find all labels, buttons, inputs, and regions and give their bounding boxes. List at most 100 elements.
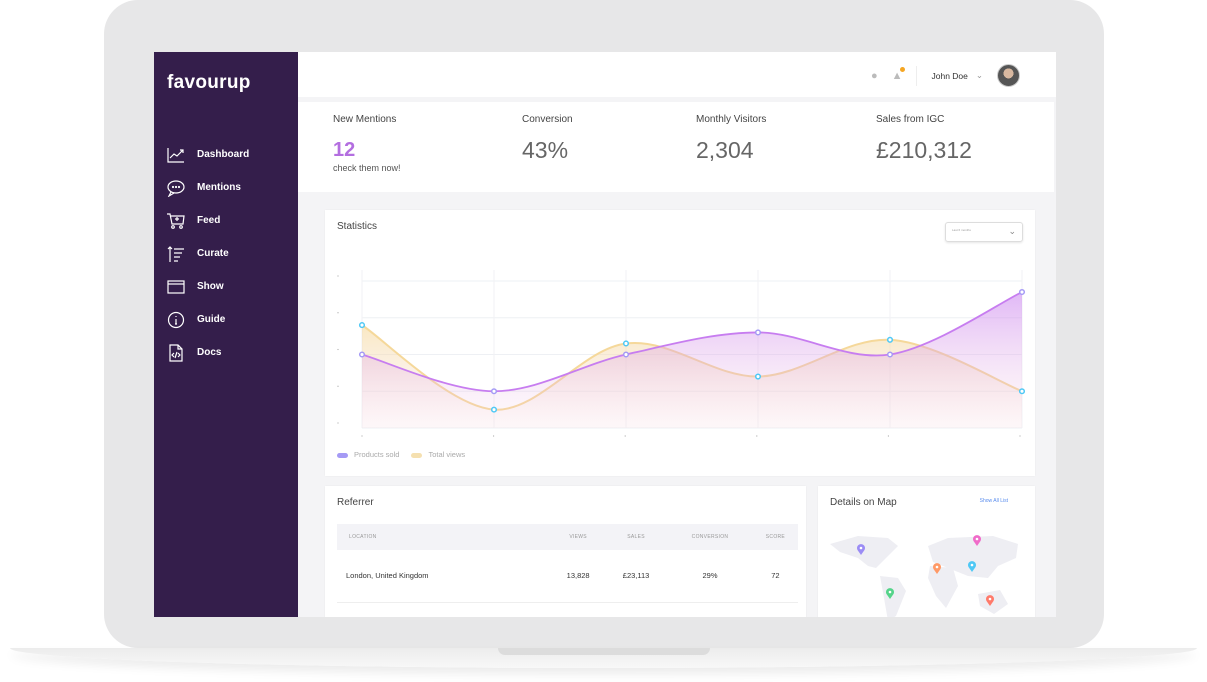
sidebar-item-label: Curate — [197, 248, 229, 259]
data-point — [622, 351, 630, 358]
sidebar-item-label: Guide — [197, 314, 226, 325]
user-name[interactable]: John Doe — [931, 70, 968, 81]
chevron-down-icon: ⌄ — [1008, 226, 1016, 236]
divider — [916, 65, 918, 86]
stat-conversion: Conversion 43% — [522, 114, 573, 164]
sidebar-item-label: Mentions — [197, 182, 241, 193]
laptop-notch — [498, 648, 710, 655]
stat-label: Sales from IGC — [876, 114, 945, 125]
data-point — [358, 351, 366, 358]
sidebar-nav: Dashboard Mentions Feed Curate Show Guid… — [167, 138, 249, 369]
sidebar-item-label: Dashboard — [197, 149, 250, 160]
y-tick — [337, 348, 339, 351]
legend-label: Products sold — [354, 450, 400, 459]
x-tick — [361, 435, 363, 437]
sidebar-item-label: Feed — [197, 215, 221, 226]
data-point — [1018, 388, 1026, 395]
data-point — [490, 388, 498, 395]
cart-icon — [167, 212, 185, 229]
map-pin-icon[interactable] — [986, 595, 994, 606]
chat-bubble-icon — [167, 179, 185, 197]
avatar[interactable] — [997, 64, 1020, 87]
stat-sales-igc: Sales from IGC £210,312 — [876, 114, 972, 164]
sidebar-item-feed[interactable]: Feed — [167, 204, 249, 237]
stat-new-mentions: New Mentions 12 check them now! — [333, 114, 401, 173]
stat-value: 2,304 — [696, 137, 754, 163]
legend-item-products[interactable]: Products sold — [337, 450, 399, 459]
data-point — [754, 373, 762, 380]
logo[interactable]: favourup — [167, 72, 251, 93]
area-products-sold — [362, 292, 1022, 428]
referrer-table: LOCATION VIEWS SALES CONVERSION SCORE Lo… — [337, 524, 798, 603]
stat-label: Monthly Visitors — [696, 114, 767, 125]
cell-sales: £23,113 — [604, 550, 668, 603]
chevron-down-icon[interactable]: ⌄ — [975, 70, 983, 80]
data-point — [490, 406, 498, 413]
line-products-sold — [361, 291, 1023, 393]
card-title: Referrer — [337, 497, 374, 508]
cell-score: 72 — [752, 550, 798, 603]
range-select-value: Last 6 months — [952, 228, 971, 232]
browser-window-icon — [167, 279, 185, 294]
map-pin-icon[interactable] — [933, 563, 941, 574]
y-tick — [337, 385, 339, 387]
sidebar-item-docs[interactable]: Docs — [167, 336, 249, 369]
column-header[interactable]: SALES — [604, 524, 668, 550]
column-header[interactable]: CONVERSION — [667, 524, 753, 550]
chat-icon[interactable]: ● — [870, 69, 878, 82]
stat-label: Conversion — [522, 114, 573, 125]
x-tick — [756, 435, 758, 437]
sidebar-item-show[interactable]: Show — [167, 270, 249, 303]
sidebar-item-label: Show — [197, 281, 224, 292]
card-title: Statistics — [337, 221, 378, 232]
legend-item-views[interactable]: Total views — [411, 450, 465, 459]
x-tick — [624, 435, 626, 437]
map-card: Details on Map Show All List — [818, 486, 1035, 617]
map-pin-icon[interactable] — [968, 561, 976, 572]
laptop-base — [10, 648, 1197, 668]
show-all-list-link[interactable]: Show All List — [979, 498, 1008, 504]
data-point — [622, 340, 630, 347]
map-pin-icon[interactable] — [973, 535, 981, 546]
sidebar-item-curate[interactable]: Curate — [167, 237, 249, 270]
table-row[interactable]: London, United Kingdom 13,828 £23,113 29… — [337, 550, 798, 603]
info-icon — [167, 311, 185, 328]
x-tick — [887, 435, 890, 437]
sidebar-item-mentions[interactable]: Mentions — [167, 171, 249, 204]
world-map[interactable] — [818, 486, 1035, 617]
cell-views: 13,828 — [551, 550, 605, 603]
bell-icon[interactable]: ▲ — [892, 66, 906, 82]
y-tick — [337, 422, 339, 424]
x-tick — [493, 435, 495, 437]
sidebar-item-dashboard[interactable]: Dashboard — [167, 138, 249, 171]
y-tick — [337, 275, 339, 277]
cell-conversion: 29% — [667, 550, 753, 603]
column-header[interactable]: VIEWS — [551, 524, 605, 550]
stat-monthly-visitors: Monthly Visitors 2,304 — [696, 114, 766, 164]
screen: favourup Dashboard Mentions Feed Curate … — [154, 52, 1056, 617]
data-point — [358, 322, 366, 329]
stats-bar: New Mentions 12 check them now! Conversion… — [298, 102, 1054, 192]
stat-value: 43% — [522, 137, 569, 163]
stat-label: New Mentions — [333, 114, 397, 125]
sidebar: favourup Dashboard Mentions Feed Curate … — [154, 52, 298, 617]
column-header[interactable]: LOCATION — [337, 524, 552, 550]
code-file-icon — [169, 343, 183, 362]
column-header[interactable]: SCORE — [752, 524, 798, 550]
sidebar-item-guide[interactable]: Guide — [167, 303, 249, 336]
cell-location: London, United Kingdom — [337, 550, 552, 603]
data-point — [886, 351, 894, 358]
card-title: Details on Map — [830, 497, 897, 508]
range-select[interactable]: Last 6 months ⌄ — [945, 222, 1023, 242]
stat-link[interactable]: check them now! — [333, 163, 401, 173]
stat-value: 12 — [333, 139, 356, 161]
data-point — [1018, 288, 1026, 296]
map-pin-icon[interactable] — [886, 588, 894, 599]
chart-legend: Products sold Total views — [337, 450, 465, 459]
map-pin-icon[interactable] — [857, 544, 865, 555]
sidebar-item-label: Docs — [197, 347, 222, 358]
notification-dot — [900, 66, 906, 72]
data-point — [886, 336, 894, 343]
statistics-card: Statistics Last 6 months ⌄ Products sold … — [325, 210, 1035, 476]
data-point — [754, 329, 762, 336]
